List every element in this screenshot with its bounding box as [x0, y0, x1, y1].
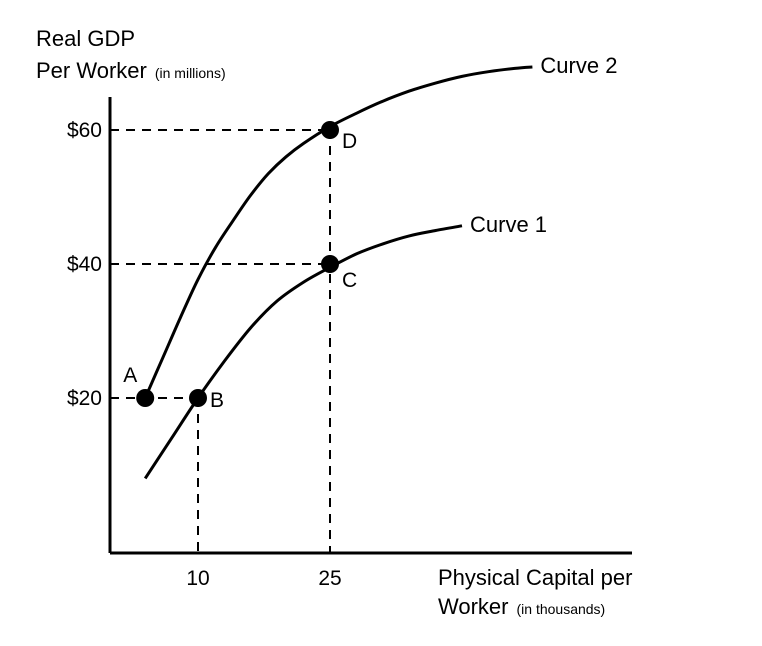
y-tick-label-60: $60 [67, 119, 102, 142]
curve-2-label: Curve 2 [540, 53, 617, 78]
curves: Curve 1 Curve 2 [143, 53, 617, 480]
point-A [136, 389, 155, 407]
curve-2-line [143, 65, 533, 399]
y-axis-title: Real GDP [36, 26, 135, 51]
y-axis-title-line2: Per Worker (in millions) [36, 58, 226, 83]
point-C [321, 255, 339, 273]
x-tick-label-10: 10 [186, 567, 209, 590]
curve-1-label: Curve 1 [470, 212, 547, 237]
point-label-A: A [123, 364, 137, 387]
point-B [189, 389, 207, 407]
guide-lines [110, 129, 331, 553]
tick-labels: $20 $40 $60 10 25 [67, 119, 342, 590]
point-label-B: B [210, 389, 224, 412]
y-tick-label-20: $20 [67, 387, 102, 410]
point-label-C: C [342, 269, 357, 292]
x-axis-title: Physical Capital per [438, 565, 632, 590]
point-label-D: D [342, 130, 357, 153]
y-axis-title-main: Per Worker [36, 58, 147, 83]
points: A B C D [123, 121, 357, 412]
point-D [321, 121, 339, 139]
x-axis-title-line2: Worker (in thousands) [438, 594, 605, 619]
x-axis-title-main: Worker [438, 594, 509, 619]
x-tick-label-25: 25 [318, 567, 341, 590]
y-axis-unit: (in millions) [155, 65, 226, 81]
y-tick-label-40: $40 [67, 253, 102, 276]
x-axis-unit: (in thousands) [517, 601, 606, 617]
